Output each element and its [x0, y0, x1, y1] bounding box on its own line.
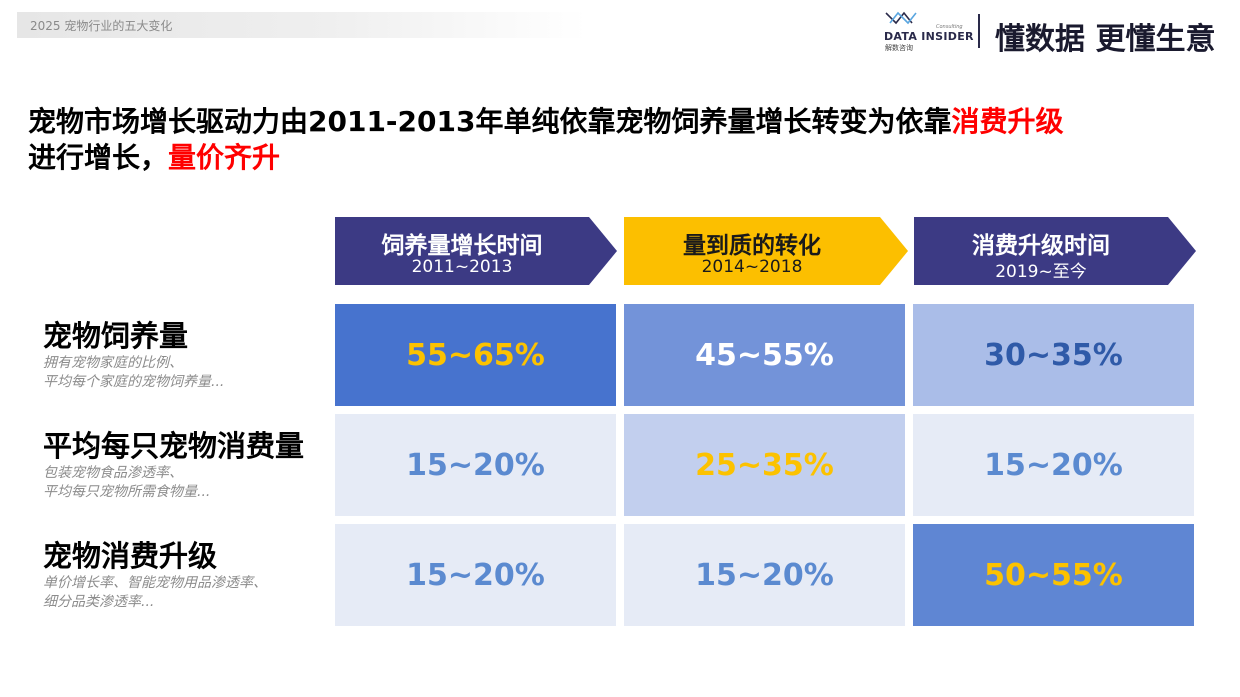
cell-r2-c3: 15~20% — [913, 414, 1194, 516]
brand-name: DATA INSIDER — [884, 30, 974, 43]
row-title: 宠物饲养量 — [43, 319, 189, 353]
cell-r1-c2: 45~55% — [624, 304, 905, 406]
row-label-consumption-upgrade: 宠物消费升级 单价增长率、智能宠物用品渗透率、 细分品类渗透率... — [43, 538, 267, 612]
row-subtitle: 拥有宠物家庭的比例、 — [43, 355, 183, 371]
cell-r3-c2: 15~20% — [624, 524, 905, 626]
row-title: 宠物消费升级 — [43, 539, 218, 573]
phase-title: 消费升级时间 — [972, 233, 1110, 259]
cell-r1-c1: 55~65% — [335, 304, 616, 406]
row-subtitle: 平均每只宠物所需食物量... — [43, 484, 211, 500]
headline-text-1: 宠物市场增长驱动力由2011-2013年单纯依靠宠物饲养量增长转变为依靠 — [28, 105, 952, 138]
brand-divider — [978, 14, 980, 48]
row-label-per-pet-spend: 平均每只宠物消费量 包装宠物食品渗透率、 平均每只宠物所需食物量... — [43, 428, 304, 502]
phase-arrow-2: 量到质的转化 2014~2018 — [624, 217, 908, 285]
phase-years: 2014~2018 — [701, 257, 803, 277]
logo-wave-icon — [885, 11, 917, 25]
brand-subtitle: 解数咨询 — [885, 44, 913, 52]
cell-r3-c3: 50~55% — [913, 524, 1194, 626]
row-label-pet-ownership: 宠物饲养量 拥有宠物家庭的比例、 平均每个家庭的宠物饲养量... — [43, 318, 224, 392]
cell-r2-c2: 25~35% — [624, 414, 905, 516]
phase-years: 2011~2013 — [411, 257, 513, 277]
row-subtitle: 单价增长率、智能宠物用品渗透率、 — [43, 575, 267, 591]
phase-title: 饲养量增长时间 — [381, 233, 543, 259]
brand-consulting: Consulting — [936, 24, 963, 30]
cell-r3-c1: 15~20% — [335, 524, 616, 626]
brand-logo: Consulting DATA INSIDER 解数咨询 — [884, 10, 974, 52]
headline-highlight-1: 消费升级 — [951, 105, 1064, 138]
headline-highlight-2: 量价齐升 — [168, 141, 281, 174]
cell-r2-c1: 15~20% — [335, 414, 616, 516]
row-subtitle: 包装宠物食品渗透率、 — [43, 465, 183, 481]
cell-r1-c3: 30~35% — [913, 304, 1194, 406]
phase-title: 量到质的转化 — [683, 233, 821, 259]
phase-arrow-3: 消费升级时间 2019~至今 — [914, 217, 1196, 285]
headline: 宠物市场增长驱动力由2011-2013年单纯依靠宠物饲养量增长转变为依靠消费升级… — [28, 104, 1228, 176]
report-title-bar: 2025 宠物行业的五大变化 — [17, 12, 587, 38]
slogan: 懂数据 更懂生意 — [995, 22, 1216, 57]
headline-text-2: 进行增长， — [28, 141, 169, 174]
phase-years: 2019~至今 — [995, 262, 1087, 282]
row-subtitle: 细分品类渗透率... — [43, 594, 155, 610]
phase-arrow-1: 饲养量增长时间 2011~2013 — [335, 217, 617, 285]
row-title: 平均每只宠物消费量 — [43, 429, 305, 463]
report-title: 2025 宠物行业的五大变化 — [30, 19, 173, 33]
row-subtitle: 平均每个家庭的宠物饲养量... — [43, 374, 225, 390]
